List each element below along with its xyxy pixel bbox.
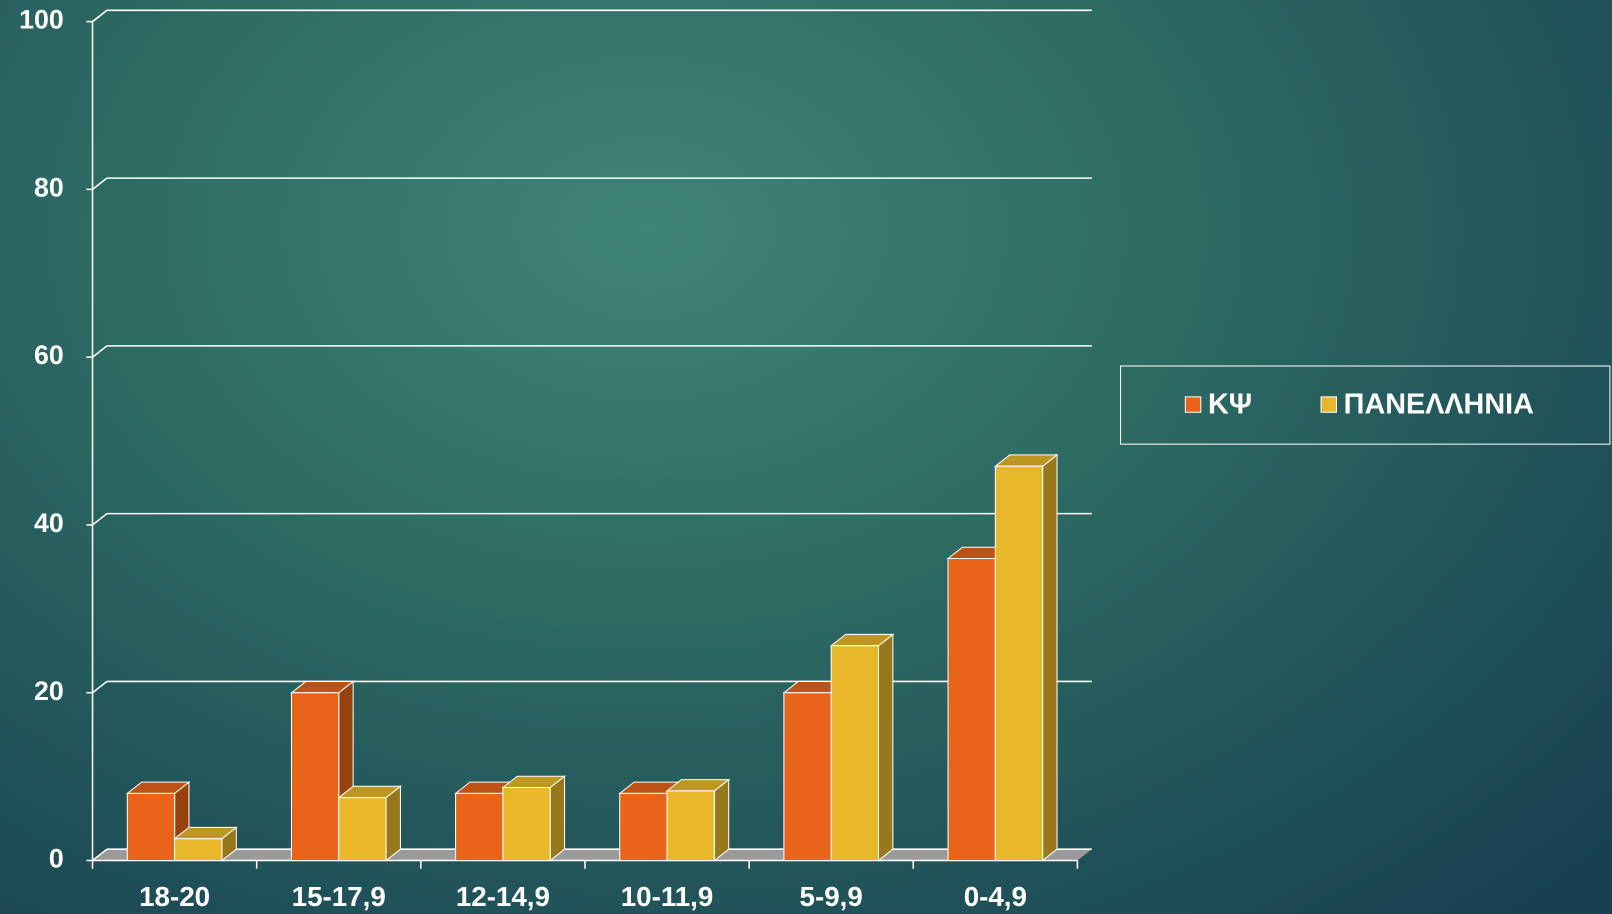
legend-swatch	[1320, 396, 1337, 413]
bar-side	[713, 778, 730, 862]
y-tick-label: 20	[34, 676, 64, 706]
y-tick-label: 40	[34, 508, 64, 538]
x-tick-label: 15-17,9	[292, 881, 386, 912]
grid-line-side	[92, 848, 108, 862]
x-tick-label: 0-4,9	[964, 881, 1027, 912]
grid-line-side	[92, 680, 108, 694]
bar-side	[1042, 453, 1058, 862]
bar	[993, 453, 1059, 862]
bar-front	[290, 692, 340, 862]
bar-side	[385, 785, 401, 862]
grid-line-side	[92, 177, 108, 191]
y-tick-label: 80	[34, 172, 64, 202]
bar-front	[619, 792, 668, 862]
x-tick-label: 5-9,9	[800, 881, 863, 912]
x-tick-label: 12-14,9	[456, 881, 550, 912]
y-tick-label: 0	[49, 844, 64, 874]
bar-front	[830, 645, 879, 862]
bar-front	[455, 792, 504, 862]
y-tick-label: 60	[34, 340, 64, 370]
y-tick-label: 100	[19, 5, 64, 35]
x-tick-label: 10-11,9	[621, 881, 714, 912]
bar	[829, 633, 895, 862]
legend-box	[1120, 365, 1611, 445]
grid-line-side	[92, 513, 108, 526]
bar-front	[126, 792, 176, 862]
grid-line-side	[92, 345, 108, 358]
bar	[501, 775, 567, 862]
bar	[173, 826, 238, 862]
bar-front	[338, 797, 387, 862]
bar-side	[877, 633, 894, 862]
bar-front	[502, 787, 551, 862]
bar-front	[994, 465, 1044, 862]
floor	[92, 849, 1092, 861]
bar-front	[783, 692, 832, 862]
bar-front	[666, 790, 715, 862]
bar	[337, 785, 402, 862]
grid-line-side	[92, 9, 108, 23]
legend-label: ΚΨ	[1208, 389, 1252, 421]
legend-swatch	[1184, 396, 1202, 413]
bar-front	[947, 557, 996, 862]
bar-front	[174, 838, 223, 862]
x-tick-label: 18-20	[139, 881, 210, 912]
bar	[665, 778, 731, 862]
legend-label: ΠΑΝΕΛΛΗΝΙΑ	[1344, 389, 1534, 421]
bar-side	[549, 775, 566, 862]
